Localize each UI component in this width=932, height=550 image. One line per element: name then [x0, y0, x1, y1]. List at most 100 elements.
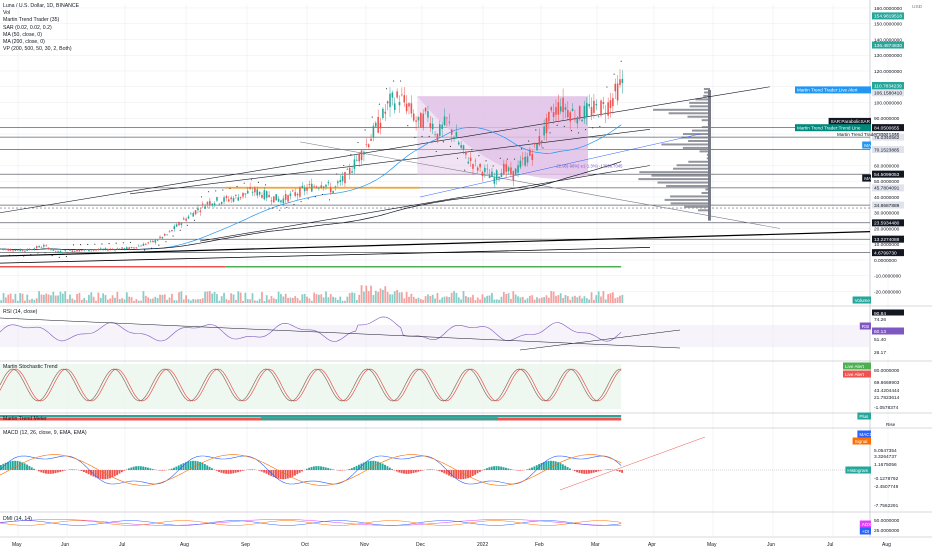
- volume-bar: [92, 296, 95, 303]
- volume-bar: [147, 297, 150, 303]
- sar-dot: [23, 255, 25, 257]
- volume-bar: [173, 300, 176, 303]
- legend-volume-profile[interactable]: VP (200, 500, 50, 30, 2, Both): [3, 46, 72, 53]
- trend-line: [0, 231, 871, 257]
- macd-histogram-bar: [590, 470, 593, 474]
- legend-ma50[interactable]: MA (50, close, 0): [3, 31, 42, 38]
- candle-body: [24, 250, 26, 252]
- macd-histogram-bar: [21, 462, 24, 470]
- volume-bar: [574, 295, 576, 303]
- macd-histogram-bar: [587, 470, 590, 474]
- sar-dot: [343, 164, 345, 166]
- legend-sar[interactable]: SAR (0.02, 0.02, 0.2): [3, 24, 52, 31]
- volume-profile-bar: [704, 91, 710, 94]
- signal-tag-bg: [852, 437, 871, 445]
- volume-bar: [199, 299, 202, 303]
- sar-dot: [400, 80, 402, 82]
- candle-body: [320, 185, 323, 188]
- macd-histogram-bar: [566, 467, 569, 470]
- macd-histogram-bar: [592, 470, 595, 473]
- volume-bar: [438, 299, 441, 303]
- volume-bar: [275, 299, 278, 303]
- volume-bar: [481, 294, 484, 303]
- volume-bar: [33, 299, 36, 303]
- legend-volume[interactable]: Vol: [3, 10, 11, 17]
- macd-histogram-bar: [199, 461, 202, 470]
- price-label-bg: [872, 89, 904, 97]
- trend-line: [199, 165, 651, 242]
- volume-bar: [261, 291, 263, 303]
- macd-histogram-bar: [388, 467, 391, 470]
- volume-bar: [308, 298, 311, 303]
- volume-bar: [95, 300, 97, 303]
- sar-dot: [286, 206, 288, 208]
- candle-body: [555, 107, 557, 115]
- rsi-pane-title[interactable]: RSI (14, close): [3, 309, 38, 315]
- candle-body: [386, 101, 389, 104]
- candle-body: [16, 249, 19, 251]
- macd-histogram-bar: [59, 470, 62, 472]
- macd-histogram-bar: [412, 470, 415, 474]
- ma50-tag-bg: [862, 141, 871, 149]
- volume-profile-bar: [684, 205, 710, 208]
- macd-histogram-bar: [45, 470, 47, 474]
- macd-histogram-bar: [360, 463, 363, 470]
- candle-body: [526, 156, 529, 163]
- sar-dot: [37, 252, 39, 254]
- time-axis-label: Mar: [591, 542, 600, 548]
- sar-dot: [464, 169, 466, 171]
- volume-bar: [389, 294, 391, 303]
- macd-histogram-bar: [505, 467, 507, 470]
- volume-bar: [415, 298, 417, 303]
- macd-histogram-bar: [189, 460, 192, 470]
- rsi-tick-label: 26.17: [874, 350, 886, 356]
- candle-body: [607, 102, 609, 116]
- macd-histogram-bar: [23, 463, 26, 470]
- rsi-trendline: [519, 329, 681, 351]
- rsi-tick-label-bg: [872, 348, 904, 356]
- dmi-pane-title[interactable]: DMI (14, 14): [3, 516, 32, 522]
- trend-line: [299, 141, 781, 229]
- volume-bar: [410, 293, 413, 303]
- macd-histogram-bar: [445, 470, 448, 475]
- macd-histogram-bar: [142, 466, 145, 470]
- volume-bar: [386, 291, 389, 303]
- candle-body: [593, 100, 595, 113]
- volume-bar: [396, 289, 399, 303]
- macd-pane-title[interactable]: MACD (12, 26, close, 9, EMA, EMA): [3, 430, 87, 436]
- legend-trend-trader[interactable]: Martin Trend Trader (35): [3, 17, 60, 24]
- cup-pattern-zone: [417, 96, 588, 179]
- volume-bar: [282, 296, 285, 303]
- macd-tag-bg: [857, 430, 871, 438]
- price-label: 4.6799730: [874, 250, 897, 256]
- macd-histogram-bar: [173, 467, 175, 470]
- macd-trendline: [559, 436, 706, 491]
- rsi-trendline: [0, 317, 681, 349]
- volume-profile-bar: [682, 133, 710, 136]
- stoch-pane-title[interactable]: Martin Stochastic Trend: [3, 364, 58, 370]
- candle-body: [576, 117, 579, 124]
- macd-histogram-bar: [137, 466, 140, 470]
- meter-pane-title[interactable]: Martin Trend Meter: [3, 416, 47, 422]
- symbol-title[interactable]: Luna / U.S. Dollar, 1D, BINANCE: [3, 3, 80, 9]
- candle-body: [476, 167, 479, 171]
- legend-ma200[interactable]: MA (200, close, 0): [3, 39, 45, 46]
- candle-body: [344, 172, 346, 184]
- stoch-live-tag: Live Alert: [845, 372, 865, 377]
- volume-profile-bar: [666, 185, 710, 188]
- macd-histogram-bar: [497, 466, 500, 470]
- macd-histogram-bar: [464, 470, 467, 479]
- macd-histogram-bar: [284, 470, 287, 480]
- candle-body: [28, 249, 31, 250]
- candle-body: [346, 169, 349, 170]
- candle-body: [578, 106, 581, 120]
- candle-body: [382, 108, 384, 118]
- volume-bar: [116, 291, 119, 303]
- volume-bar: [246, 299, 249, 303]
- volume-bar: [208, 291, 211, 303]
- candle-body: [457, 142, 460, 145]
- candle-body: [465, 151, 467, 155]
- macd-histogram-bar: [576, 470, 579, 473]
- candle-body: [540, 140, 543, 142]
